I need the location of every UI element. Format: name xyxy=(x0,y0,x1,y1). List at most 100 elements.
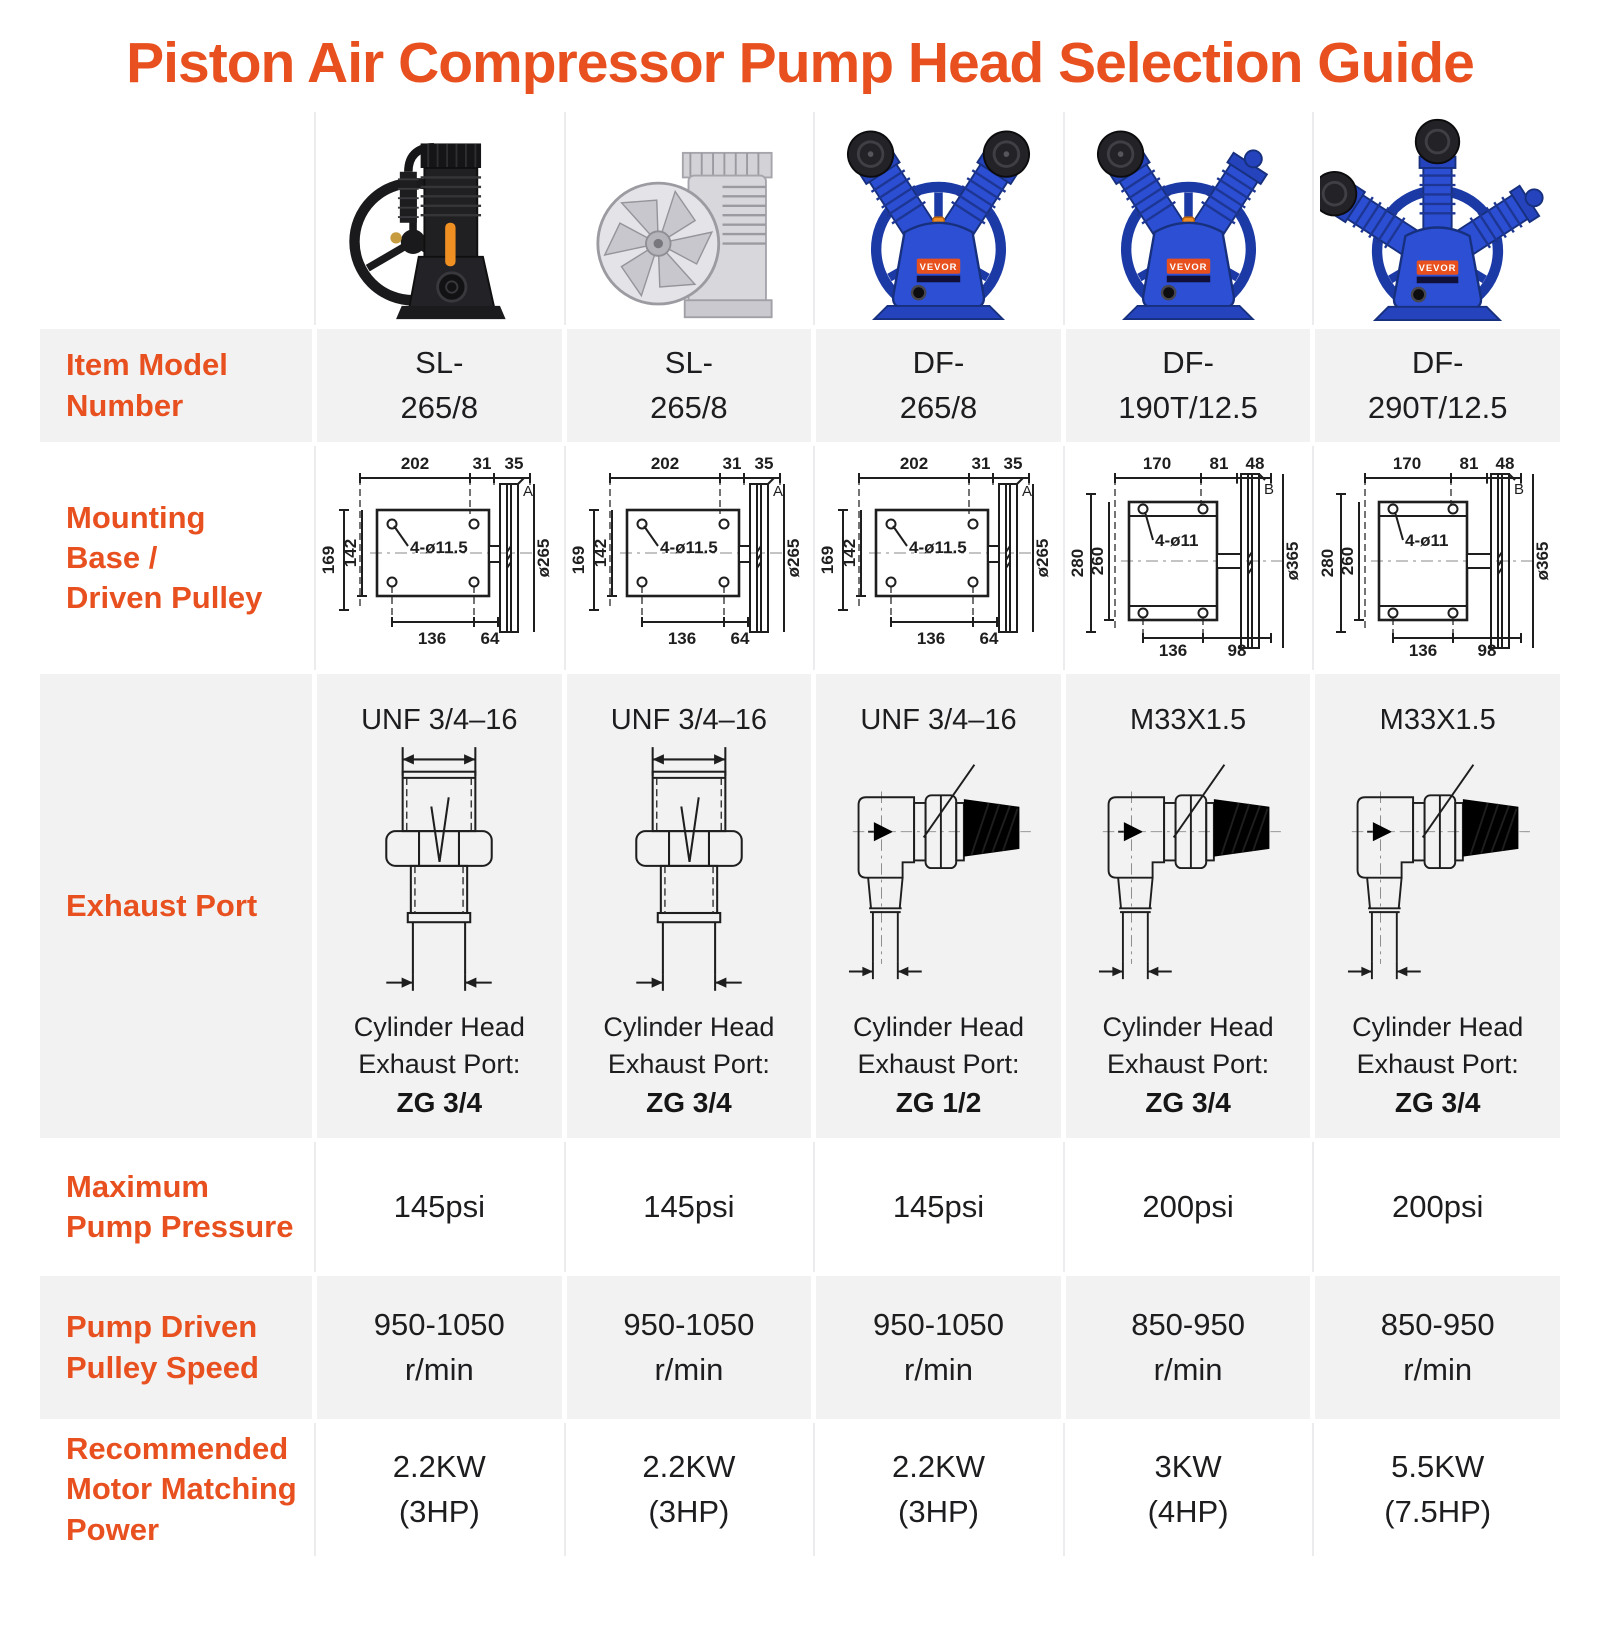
row-label-speed: Pump Driven Pulley Speed xyxy=(40,1276,312,1419)
svg-text:142: 142 xyxy=(591,539,610,567)
speed-value: 950-1050 r/min xyxy=(566,1276,812,1419)
blue-v-twin-pump-two-filters-image: VEVOR xyxy=(846,130,1030,320)
svg-text:142: 142 xyxy=(840,539,859,567)
svg-text:136: 136 xyxy=(1409,641,1437,660)
product-image-cell: VEVOR xyxy=(1312,112,1560,325)
mounting-drawing-cell: 202 31 35 169 142 4-ø11.5 ø265 136 64 A xyxy=(563,446,812,670)
svg-text:A: A xyxy=(1022,483,1032,500)
exhaust-straight-fitting-drawing xyxy=(635,747,743,991)
svg-text:64: 64 xyxy=(980,629,999,648)
mounting-drawing-a: 202 31 35 169 142 4-ø11.5 ø265 136 64 A xyxy=(819,454,1052,648)
mounting-drawing-a: 202 31 35 169 142 4-ø11.5 ø265 136 64 A xyxy=(320,454,553,648)
speed-value: 950-1050 r/min xyxy=(816,1276,1061,1419)
page-title: Piston Air Compressor Pump Head Selectio… xyxy=(126,31,1475,95)
thread-spec: M33X1.5 xyxy=(1379,704,1496,736)
row-label-pressure: Maximum Pump Pressure xyxy=(66,1168,294,1244)
svg-text:98: 98 xyxy=(1228,641,1247,660)
exhaust-port-size: ZG 3/4 xyxy=(396,1086,483,1118)
svg-text:ø265: ø265 xyxy=(784,539,803,578)
svg-text:A: A xyxy=(773,483,783,500)
exhaust-note: Cylinder Head Exhaust Port: xyxy=(1352,1012,1524,1080)
mounting-drawing-cell: 202 31 35 169 142 4-ø11.5 ø265 136 64 A xyxy=(314,446,562,670)
svg-text:35: 35 xyxy=(754,454,773,473)
svg-text:VEVOR: VEVOR xyxy=(1169,262,1207,273)
model-value: SL- 265/8 xyxy=(566,329,812,442)
row-label-power: Recommended Motor Matching Power xyxy=(66,1431,297,1547)
exhaust-port-size: ZG 1/2 xyxy=(895,1086,982,1118)
svg-text:A: A xyxy=(523,483,533,500)
svg-text:169: 169 xyxy=(320,546,338,574)
svg-text:B: B xyxy=(1514,481,1524,498)
svg-text:170: 170 xyxy=(1393,454,1421,473)
exhaust-port-size: ZG 3/4 xyxy=(1394,1086,1481,1118)
exhaust-cell: M33X1.5 xyxy=(1065,674,1311,1138)
product-image-cell xyxy=(563,112,812,325)
black-single-cylinder-pump-image xyxy=(349,142,506,319)
exhaust-note: Cylinder Head Exhaust Port: xyxy=(353,1012,525,1080)
svg-text:4-ø11: 4-ø11 xyxy=(1405,531,1448,550)
model-value: DF- 265/8 xyxy=(816,329,1061,442)
thread-spec: UNF 3/4–16 xyxy=(361,704,518,736)
exhaust-straight-fitting-drawing xyxy=(385,747,494,991)
svg-text:136: 136 xyxy=(418,629,446,648)
mounting-drawing-b: 170 81 48 280 260 4-ø11 ø365 136 98 B xyxy=(1319,454,1552,660)
mounting-drawing-a: 202 31 35 169 142 4-ø11.5 ø265 136 64 A xyxy=(570,454,803,648)
exhaust-port-size: ZG 3/4 xyxy=(646,1086,732,1118)
thread-spec: UNF 3/4–16 xyxy=(860,704,1017,736)
svg-text:136: 136 xyxy=(1159,641,1187,660)
svg-text:169: 169 xyxy=(819,546,837,574)
svg-text:35: 35 xyxy=(1004,454,1023,473)
speed-value: 950-1050 r/min xyxy=(317,1276,562,1419)
speed-value: 850-950 r/min xyxy=(1065,1276,1311,1419)
svg-text:4-ø11: 4-ø11 xyxy=(1155,531,1198,550)
svg-text:280: 280 xyxy=(1319,549,1337,577)
svg-text:ø365: ø365 xyxy=(1533,542,1552,581)
svg-text:81: 81 xyxy=(1459,454,1478,473)
row-label-mounting: Mounting Base / Driven Pulley xyxy=(66,499,263,616)
svg-text:169: 169 xyxy=(570,546,588,574)
svg-text:64: 64 xyxy=(481,629,500,648)
speed-value: 850-950 r/min xyxy=(1315,1276,1560,1419)
svg-text:ø365: ø365 xyxy=(1283,542,1302,581)
svg-text:202: 202 xyxy=(651,454,679,473)
svg-text:VEVOR: VEVOR xyxy=(1419,262,1457,273)
svg-text:260: 260 xyxy=(1338,547,1357,575)
svg-text:VEVOR: VEVOR xyxy=(920,262,958,273)
exhaust-elbow-fitting-drawing xyxy=(1098,764,1281,980)
svg-text:136: 136 xyxy=(917,629,945,648)
mounting-drawing-cell: 170 81 48 280 260 4-ø11 ø365 136 98 B xyxy=(1062,446,1311,670)
pressure-value: 200psi xyxy=(1062,1142,1311,1272)
exhaust-elbow-fitting-drawing xyxy=(1348,764,1531,980)
spacer-cell xyxy=(40,112,312,325)
svg-text:202: 202 xyxy=(900,454,928,473)
svg-text:170: 170 xyxy=(1143,454,1171,473)
product-image-cell: VEVOR xyxy=(1062,112,1311,325)
comparison-table: VEVOR xyxy=(40,112,1560,1556)
exhaust-port-size: ZG 3/4 xyxy=(1145,1086,1231,1118)
selection-guide-page: Piston Air Compressor Pump Head Selectio… xyxy=(0,30,1600,1630)
model-value: SL- 265/8 xyxy=(317,329,562,442)
blue-w-three-cylinder-pump-image: VEVOR xyxy=(1320,118,1544,321)
pressure-value: 145psi xyxy=(563,1142,812,1272)
svg-text:B: B xyxy=(1264,481,1274,498)
svg-text:31: 31 xyxy=(722,454,741,473)
exhaust-note: Cylinder Head Exhaust Port: xyxy=(1102,1012,1274,1080)
pressure-value: 145psi xyxy=(314,1142,562,1272)
power-value: 3KW (4HP) xyxy=(1062,1423,1311,1556)
svg-text:4-ø11.5: 4-ø11.5 xyxy=(410,538,468,557)
exhaust-cell: M33X1.5 xyxy=(1315,674,1560,1138)
exhaust-cell: UNF 3/4–16 xyxy=(566,674,812,1138)
pressure-value: 200psi xyxy=(1312,1142,1560,1272)
mounting-drawing-cell: 202 31 35 169 142 4-ø11.5 ø265 136 64 A xyxy=(813,446,1061,670)
silver-fan-pump-image xyxy=(596,151,773,318)
exhaust-note: Cylinder Head Exhaust Port: xyxy=(852,1012,1025,1080)
svg-text:64: 64 xyxy=(730,629,749,648)
power-value: 5.5KW (7.5HP) xyxy=(1312,1423,1560,1556)
svg-text:ø265: ø265 xyxy=(1033,539,1052,578)
svg-text:142: 142 xyxy=(341,539,360,567)
svg-text:ø265: ø265 xyxy=(534,539,553,578)
svg-text:260: 260 xyxy=(1088,547,1107,575)
mounting-drawing-cell: 170 81 48 280 260 4-ø11 ø365 136 98 B xyxy=(1312,446,1560,670)
svg-text:4-ø11.5: 4-ø11.5 xyxy=(660,538,718,557)
exhaust-cell: UNF 3/4–16 xyxy=(816,674,1061,1138)
